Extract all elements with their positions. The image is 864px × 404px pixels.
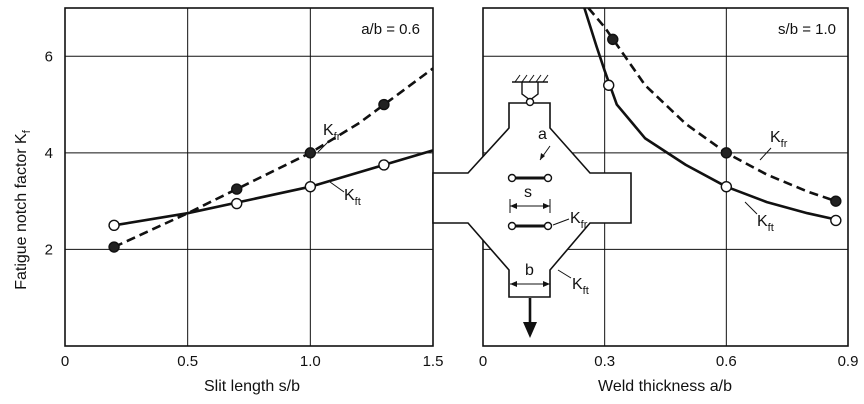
- diagram-label-kft: Kft: [572, 276, 589, 297]
- left-x-tick-0: 0: [61, 353, 69, 370]
- left-y-tick-2: 6: [45, 48, 53, 65]
- dimension-b-arrow-left: [510, 281, 517, 287]
- left-x-tick-3: 1.5: [423, 353, 444, 370]
- left-annotation: a/b = 0.6: [361, 21, 420, 38]
- dimension-b-arrow-right: [543, 281, 550, 287]
- diagram-label-kfr: Kfr: [570, 210, 588, 231]
- right-label-kft: Kft: [757, 213, 774, 234]
- right-curves: [583, 7, 837, 221]
- left-point-Kft-0: [108, 219, 120, 231]
- lower-slit: [507, 221, 553, 231]
- right-point-Kfr-1: [720, 147, 733, 159]
- left-point-Kfr-2: [304, 147, 317, 159]
- right-x-tick-0: 0: [479, 353, 487, 370]
- left-x-axis-label: Slit length s/b: [204, 378, 300, 395]
- right-annotation: s/b = 1.0: [778, 21, 836, 38]
- left-x-tick-1: 0.5: [177, 353, 198, 370]
- right-point-Kfr-0: [607, 33, 619, 46]
- dimension-b-label: b: [525, 262, 534, 279]
- right-point-Kft-2: [830, 214, 842, 227]
- left-point-Kfr-0: [108, 241, 120, 253]
- left-grid: [65, 8, 433, 346]
- left-curve-Kft: [113, 149, 434, 227]
- support-bracket: [521, 82, 539, 101]
- right-leader-kfr: [759, 147, 772, 161]
- dimension-s-arrow-right: [543, 203, 550, 209]
- support-hatch: [514, 74, 549, 83]
- dimension-s-arrow-left: [510, 203, 517, 209]
- right-point-Kft-0: [603, 79, 615, 91]
- left-point-Kft-2: [304, 180, 317, 193]
- left-curve-Kfr: [113, 67, 434, 249]
- right-x-tick-2: 0.6: [716, 353, 737, 370]
- left-leader-kft: [329, 181, 345, 193]
- left-point-Kfr-1: [231, 183, 243, 195]
- right-point-Kfr-2: [830, 195, 842, 207]
- left-points: [108, 98, 390, 253]
- y-axis-label: Fatigue notch factor Kf: [13, 129, 33, 290]
- right-tick-labels: 0 0.3 0.6 0.9: [479, 353, 859, 370]
- left-curves: [113, 67, 434, 249]
- left-y-tick-1: 4: [45, 145, 53, 162]
- right-points: [603, 33, 842, 227]
- left-y-tick-0: 2: [45, 241, 53, 258]
- right-point-Kft-1: [720, 180, 733, 193]
- dimension-s-label: s: [524, 184, 532, 201]
- right-annotation-box: [728, 9, 847, 46]
- right-leader-kft: [744, 201, 758, 215]
- left-annotation-box: [312, 9, 432, 46]
- dimension-a-arrowhead: [540, 153, 545, 160]
- right-label-kfr: Kfr: [770, 129, 788, 150]
- left-x-tick-2: 1.0: [300, 353, 321, 370]
- specimen-outline: [432, 102, 632, 298]
- diagram-leader-kfr: [552, 218, 570, 226]
- specimen-diagram: a s Kfr b Kft: [432, 74, 632, 338]
- left-leader-kfr: [317, 140, 330, 153]
- diagram-leader-kft: [557, 269, 572, 279]
- load-arrow-head: [523, 322, 537, 338]
- left-point-Kft-3: [378, 159, 390, 171]
- left-label-kfr: Kfr: [323, 122, 341, 143]
- right-x-axis-label: Weld thickness a/b: [598, 378, 732, 395]
- right-x-tick-1: 0.3: [594, 353, 615, 370]
- left-point-Kft-1: [231, 197, 243, 210]
- left-point-Kfr-3: [378, 98, 390, 111]
- right-curve-Kft: [583, 7, 837, 221]
- right-x-tick-3: 0.9: [838, 353, 859, 370]
- left-plot-frame: [64, 7, 434, 347]
- left-tick-labels: 0 0.5 1.0 1.5 2 4 6: [45, 48, 444, 370]
- upper-slit: [507, 173, 553, 183]
- pin-joint: [525, 97, 535, 107]
- dimension-a-label: a: [538, 126, 547, 143]
- left-label-kft: Kft: [344, 187, 361, 208]
